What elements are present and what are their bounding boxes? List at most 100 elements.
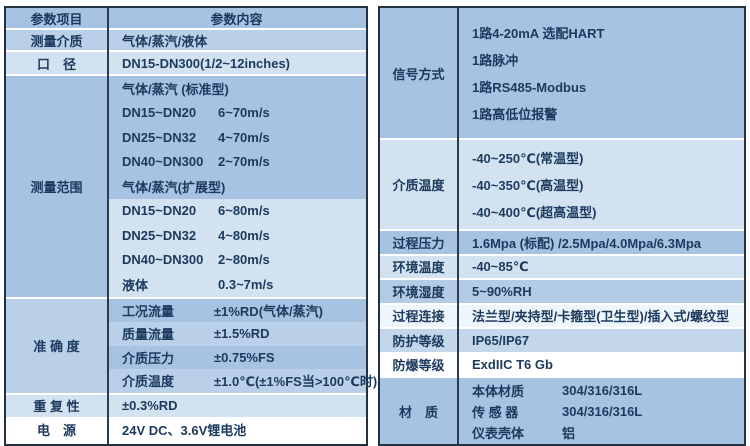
row-measuring-medium: 测量介质 气体/蒸汽/液体 [6,28,366,50]
material-line: 传 感 器 304/316/316L [457,401,744,422]
row-label: 口 径 [36,56,76,72]
range-size: 液体 [122,277,149,293]
row-label: 测量范围 [6,76,107,297]
range-text: 气体/蒸汽(扩展型) [122,179,226,195]
row-label: 防爆等级 [392,358,445,374]
range-velocity: 0.3~7m/s [218,276,274,292]
range-size: DN40~DN300 [122,252,204,268]
row-value: 24V DC、3.6V锂电池 [122,423,247,438]
row-ambient-temperature: 环境温度 -40~85℃ [380,253,744,278]
row-value: ExdIIC T6 Gb [472,357,553,373]
row-diameter: 口 径 DN15-DN300(1/2~12inches) [6,50,366,74]
accuracy-line: 介质压力 ±0.75%FS [107,345,366,369]
material-value: 铝 [562,425,576,441]
row-process-connection: 过程连接 法兰型/夹持型/卡箍型(卫生型)/插入式/螺纹型 [380,302,744,327]
signal-lines: 1路4-20mA 选配HART 1路脉冲 1路RS485-Modbus 1路高低… [457,8,744,138]
column-divider [107,8,109,444]
accuracy-value: ±0.75%FS [214,349,275,365]
range-line: 液体 0.3~7m/s [107,272,366,297]
row-signal-mode: 信号方式 1路4-20mA 选配HART 1路脉冲 1路RS485-Modbus… [380,8,744,138]
row-label: 过程连接 [392,309,445,325]
signal-line: 1路脉冲 [457,46,744,73]
row-explosion-proof-rating: 防爆等级 ExdIIC T6 Gb [380,351,744,376]
temp-line: -40~400℃(超高温型) [457,198,744,225]
signal-text: 1路4-20mA 选配HART [472,26,605,41]
row-accuracy: 准 确 度 工况流量 ±1%RD(气体/蒸汽) 质量流量 ±1.5%RD 介质压… [6,296,377,393]
range-lines: 气体/蒸汽 (标准型) DN15~DN20 6~70m/s DN25~DN32 … [107,76,366,297]
signal-line: 1路高低位报警 [457,100,744,127]
row-medium-temperature: 介质温度 -40~250℃(常温型) -40~350℃(高温型) -40~400… [380,138,744,229]
temp-text: -40~250℃(常温型) [472,151,584,166]
accuracy-line: 质量流量 ±1.5%RD [107,322,366,346]
header-param-item: 参数项目 [30,11,83,27]
signal-text: 1路脉冲 [472,53,519,68]
material-value: 304/316/316L [562,403,643,419]
range-line: DN15~DN20 6~70m/s [107,100,366,125]
row-measuring-range: 测量范围 气体/蒸汽 (标准型) DN15~DN20 6~70m/s DN25~… [6,74,366,297]
left-parameter-table: 参数项目 参数内容 测量介质 气体/蒸汽/液体 口 径 DN15-DN300(1… [4,6,377,446]
row-value: IP65/IP67 [472,332,530,348]
header-row: 参数项目 参数内容 [6,8,366,28]
range-velocity: 2~70m/s [218,154,270,170]
range-line: DN25~DN32 4~80m/s [107,223,366,248]
accuracy-line: 工况流量 ±1%RD(气体/蒸汽) [107,298,366,322]
material-value: 304/316/316L [562,382,643,398]
signal-text: 1路RS485-Modbus [472,80,587,95]
range-line: DN40~DN300 2~80m/s [107,247,366,272]
range-size: DN25~DN32 [122,129,197,145]
row-value: 1.6Mpa (标配) /2.5Mpa/4.0Mpa/6.3Mpa [472,235,702,251]
row-label: 材 质 [398,404,438,420]
row-value: 5~90%RH [472,283,532,299]
range-text: 气体/蒸汽 (标准型) [122,81,229,97]
material-item: 仪表壳体 [472,425,525,441]
range-velocity: 4~70m/s [218,129,270,145]
column-divider [457,8,459,444]
row-label: 电 源 [36,423,76,438]
row-value: ±0.3%RD [122,398,178,413]
row-repeatability: 重 复 性 ±0.3%RD [6,392,366,417]
signal-line: 1路RS485-Modbus [457,73,744,100]
right-parameter-table: 信号方式 1路4-20mA 选配HART 1路脉冲 1路RS485-Modbus… [378,6,746,446]
row-material: 材 质 本体材质 304/316/316L 传 感 器 304/316/316L… [380,376,744,444]
accuracy-item: 工况流量 [122,303,175,319]
row-label: 测量介质 [30,33,83,49]
material-line: 本体材质 304/316/316L [457,380,744,401]
range-size: DN15~DN20 [122,105,197,121]
row-label: 环境温度 [392,260,445,276]
material-item: 传 感 器 [472,404,519,420]
signal-text: 1路高低位报警 [472,107,558,122]
range-line: DN25~DN32 4~70m/s [107,125,366,150]
temp-text: -40~400℃(超高温型) [472,205,597,220]
material-line: 仪表壳体 铝 [457,422,744,443]
range-velocity: 4~80m/s [218,227,270,243]
medium-temp-lines: -40~250℃(常温型) -40~350℃(高温型) -40~400℃(超高温… [457,140,744,229]
row-ambient-humidity: 环境湿度 5~90%RH [380,278,744,303]
range-size: DN25~DN32 [122,227,197,243]
range-line: 气体/蒸汽(扩展型) [107,174,366,199]
accuracy-item: 介质压力 [122,350,175,366]
range-size: DN40~DN300 [122,154,204,170]
temp-line: -40~350℃(高温型) [457,171,744,198]
row-label: 环境湿度 [392,284,445,300]
row-label: 过程压力 [392,235,445,251]
accuracy-item: 质量流量 [122,327,175,343]
temp-line: -40~250℃(常温型) [457,144,744,171]
row-process-pressure: 过程压力 1.6Mpa (标配) /2.5Mpa/4.0Mpa/6.3Mpa [380,229,744,254]
range-velocity: 6~70m/s [218,105,270,121]
row-label: 准 确 度 [6,298,107,393]
range-line: DN15~DN20 6~80m/s [107,198,366,223]
row-power: 电 源 24V DC、3.6V锂电池 [6,416,366,441]
range-velocity: 6~80m/s [218,203,270,219]
accuracy-item: 介质温度 [122,374,175,390]
row-label: 信号方式 [392,66,445,82]
row-label: 介质温度 [392,178,445,193]
accuracy-value: ±1.5%RD [214,326,270,342]
header-param-content: 参数内容 [210,11,263,27]
range-line: 气体/蒸汽 (标准型) [107,76,366,101]
range-line: DN40~DN300 2~70m/s [107,149,366,174]
material-item: 本体材质 [472,383,525,399]
signal-line: 1路4-20mA 选配HART [457,19,744,46]
row-label: 防护等级 [392,333,445,349]
row-value: -40~85℃ [472,258,529,274]
